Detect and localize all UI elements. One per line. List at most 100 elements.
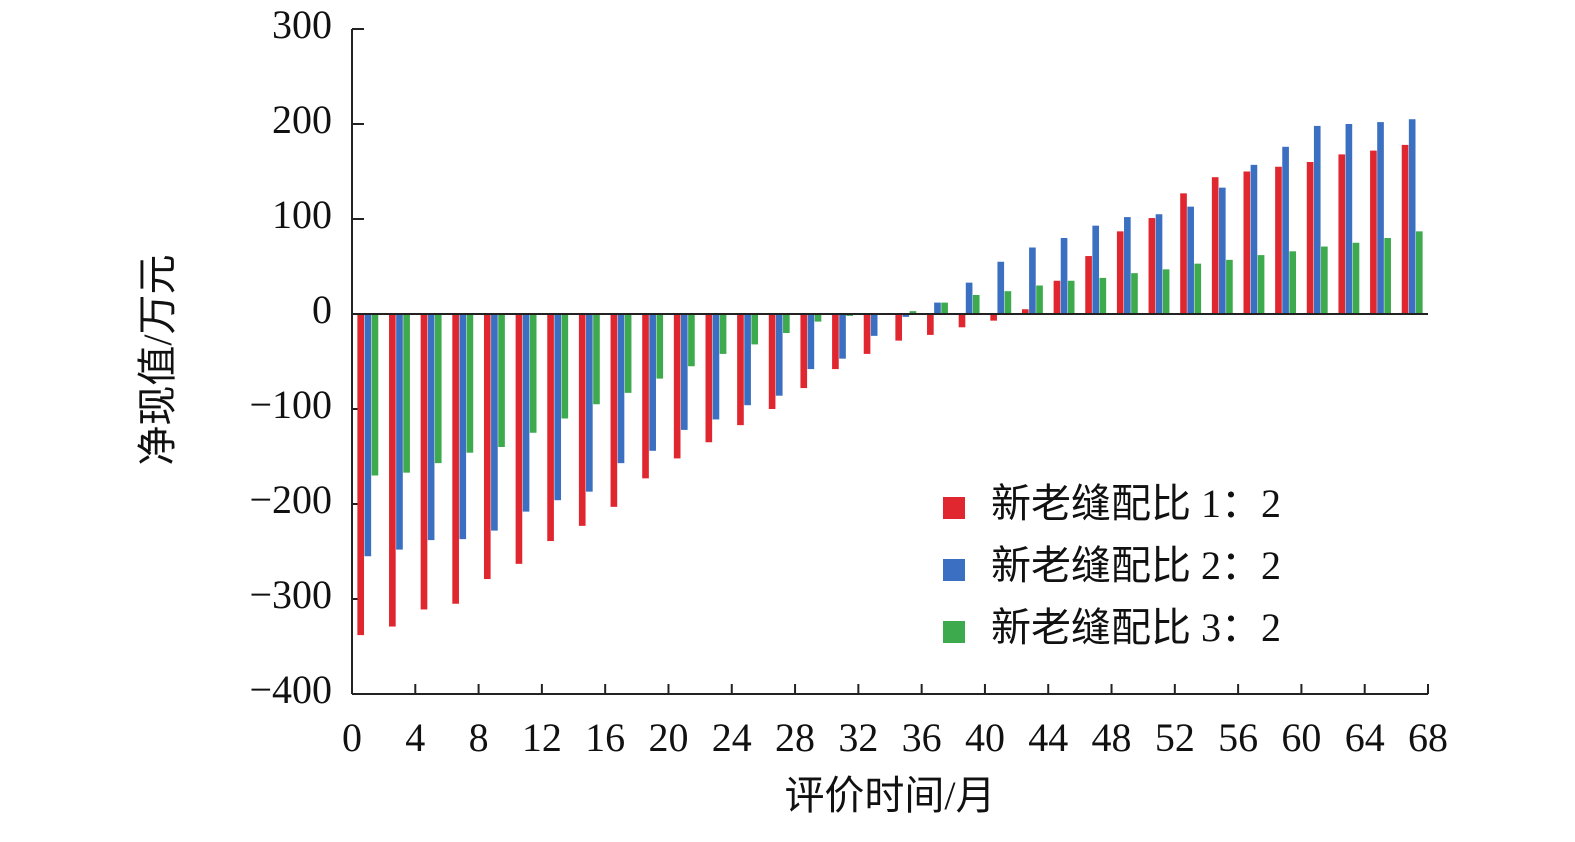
bar: [863, 314, 871, 354]
bar: [452, 314, 459, 604]
bar: [775, 314, 783, 396]
bar: [744, 314, 751, 406]
bar: [420, 314, 428, 610]
bar: [1282, 146, 1289, 314]
bar: [1377, 122, 1384, 314]
bar: [870, 314, 878, 336]
x-tick-label: 52: [1155, 715, 1195, 760]
bar: [554, 314, 562, 501]
bar: [909, 311, 917, 314]
bar: [396, 314, 403, 550]
bar: [997, 261, 1005, 314]
bar: [1021, 309, 1029, 314]
bar: [593, 314, 600, 405]
bar: [389, 314, 396, 627]
bar: [688, 314, 695, 367]
bar: [1218, 187, 1226, 314]
bar: [712, 314, 720, 420]
bar: [990, 314, 997, 321]
y-tick-label: 200: [272, 97, 332, 142]
x-tick-label: 24: [712, 715, 752, 760]
bar: [832, 314, 839, 370]
bar: [807, 314, 815, 370]
bar: [1345, 124, 1353, 314]
y-tick-label: 300: [272, 2, 332, 47]
bar: [965, 282, 973, 314]
x-tick-label: 0: [342, 715, 362, 760]
bar: [364, 314, 372, 557]
bar: [610, 314, 618, 507]
bar: [522, 314, 530, 512]
bar: [617, 314, 625, 464]
x-tick-label: 64: [1345, 715, 1385, 760]
legend-swatch: [943, 559, 965, 581]
bar: [1415, 231, 1423, 314]
x-tick-label: 48: [1092, 715, 1132, 760]
bar: [751, 314, 759, 345]
bar: [719, 314, 727, 354]
bar: [649, 314, 656, 451]
bar: [1085, 256, 1092, 314]
bar: [1338, 154, 1346, 314]
legend-label: 新老缝配比 1：2: [991, 481, 1281, 526]
bar: [1408, 119, 1416, 314]
x-axis-label: 评价时间/月: [784, 773, 995, 818]
x-tick-label: 4: [405, 715, 425, 760]
y-tick-label: −300: [249, 572, 332, 617]
bar: [624, 314, 632, 393]
bar: [1148, 218, 1156, 314]
bar: [680, 314, 688, 430]
bar: [1116, 231, 1124, 314]
bar: [800, 314, 808, 389]
bar: [498, 314, 505, 447]
bar: [1226, 259, 1233, 314]
bar: [1243, 171, 1251, 314]
x-tick-label: 8: [469, 715, 489, 760]
bar: [483, 314, 491, 580]
bar: [642, 314, 649, 479]
legend-swatch: [943, 497, 965, 519]
bar: [737, 314, 744, 426]
bar: [371, 314, 379, 476]
bar: [1257, 255, 1265, 314]
bar: [1053, 280, 1061, 314]
bar: [1029, 247, 1036, 314]
x-tick-label: 20: [648, 715, 688, 760]
bar: [1155, 214, 1163, 314]
bar: [515, 314, 523, 564]
x-tick-label: 40: [965, 715, 1005, 760]
bar: [1275, 166, 1282, 314]
bar: [1289, 251, 1297, 314]
bar: [958, 314, 966, 328]
bar: [1401, 144, 1409, 314]
bar: [1131, 273, 1138, 314]
y-axis-label: 净现值/万元: [135, 254, 180, 465]
bar: [941, 302, 948, 314]
bar: [814, 314, 822, 322]
bar: [839, 314, 846, 359]
x-tick-label: 16: [585, 715, 625, 760]
bar: [1384, 238, 1391, 314]
x-tick-label: 12: [522, 715, 562, 760]
bar: [1370, 150, 1377, 314]
bar: [466, 314, 474, 453]
bar: [427, 314, 435, 541]
bar: [403, 314, 410, 473]
bar: [656, 314, 664, 379]
bar: [1180, 193, 1187, 314]
y-tick-label: −200: [249, 477, 332, 522]
x-tick-label: 36: [902, 715, 942, 760]
legend-label: 新老缝配比 3：2: [991, 605, 1281, 650]
bar: [434, 314, 442, 464]
bar: [578, 314, 586, 526]
bar: [1162, 269, 1170, 314]
bar: [547, 314, 554, 542]
bar: [1313, 125, 1321, 315]
x-tick-label: 68: [1408, 715, 1448, 760]
bar: [1250, 164, 1258, 314]
y-tick-label: 0: [312, 287, 332, 332]
bar: [768, 314, 776, 409]
y-tick-label: −400: [249, 667, 332, 712]
y-tick-label: 100: [272, 192, 332, 237]
bar: [1060, 238, 1068, 314]
